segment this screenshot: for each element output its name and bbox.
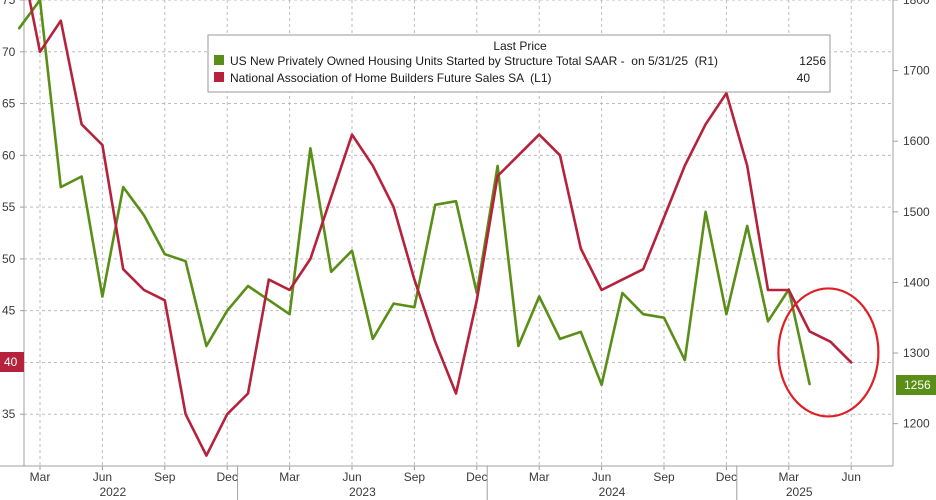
x-tick-label: Mar xyxy=(778,470,799,484)
annotation-layer xyxy=(777,287,880,418)
right-value-badge-bg xyxy=(896,375,936,395)
series-layer xyxy=(17,0,853,457)
legend-swatch-housing xyxy=(214,55,224,65)
left-value-badge-bg xyxy=(0,352,24,372)
right-tick-label: 1500 xyxy=(903,205,930,219)
x-tick-label: Sep xyxy=(404,470,426,484)
x-tick-label: Jun xyxy=(93,470,112,484)
x-tick-label: Dec xyxy=(466,470,487,484)
x-year-label: 2025 xyxy=(786,485,813,499)
legend-label-housing: US New Privately Owned Housing Units Sta… xyxy=(230,54,718,68)
legend-value-housing: 1256 xyxy=(799,54,826,68)
left-tick-label: 70 xyxy=(2,45,16,59)
left-tick-label: 65 xyxy=(2,97,16,111)
x-year-label: 2023 xyxy=(349,485,376,499)
x-tick-label: Dec xyxy=(217,470,238,484)
legend-swatch-nahb xyxy=(214,72,224,82)
left-value-badge: 40 xyxy=(4,355,18,369)
right-tick-label: 1300 xyxy=(903,346,930,360)
right-tick-label: 1200 xyxy=(903,417,930,431)
annotation-ellipse xyxy=(777,287,880,418)
series-line-nahb-future-sales xyxy=(28,0,853,457)
right-tick-label: 1700 xyxy=(903,64,930,78)
x-year-label: 2024 xyxy=(599,485,626,499)
right-tick-label: 1600 xyxy=(903,134,930,148)
x-tick-label: Jun xyxy=(342,470,361,484)
legend-box xyxy=(207,34,831,93)
left-tick-label: 50 xyxy=(2,252,16,266)
legend-label-nahb: National Association of Home Builders Fu… xyxy=(230,71,552,85)
x-tick-label: Dec xyxy=(716,470,737,484)
x-tick-label: Mar xyxy=(30,470,51,484)
left-tick-label: 45 xyxy=(2,304,16,318)
x-tick-label: Mar xyxy=(279,470,300,484)
right-tick-label: 1800 xyxy=(903,0,930,7)
left-tick-label: 35 xyxy=(2,407,16,421)
right-tick-label: 1400 xyxy=(903,275,930,289)
series-line-housing-starts xyxy=(17,0,811,387)
x-tick-label: Sep xyxy=(653,470,675,484)
right-value-badge: 1256 xyxy=(904,378,931,392)
legend-value-nahb: 40 xyxy=(797,71,811,85)
left-tick-label: 75 xyxy=(2,0,16,7)
legend-layer: Last Price US New Privately Owned Housin… xyxy=(207,34,831,93)
left-tick-label: 60 xyxy=(2,148,16,162)
x-tick-label: Sep xyxy=(154,470,176,484)
legend-title: Last Price xyxy=(493,39,547,53)
x-tick-label: Jun xyxy=(842,470,861,484)
x-year-label: 2022 xyxy=(99,485,126,499)
left-tick-label: 55 xyxy=(2,200,16,214)
x-tick-label: Mar xyxy=(529,470,550,484)
x-tick-label: Jun xyxy=(592,470,611,484)
badge-layer: 40 1256 xyxy=(0,352,936,395)
